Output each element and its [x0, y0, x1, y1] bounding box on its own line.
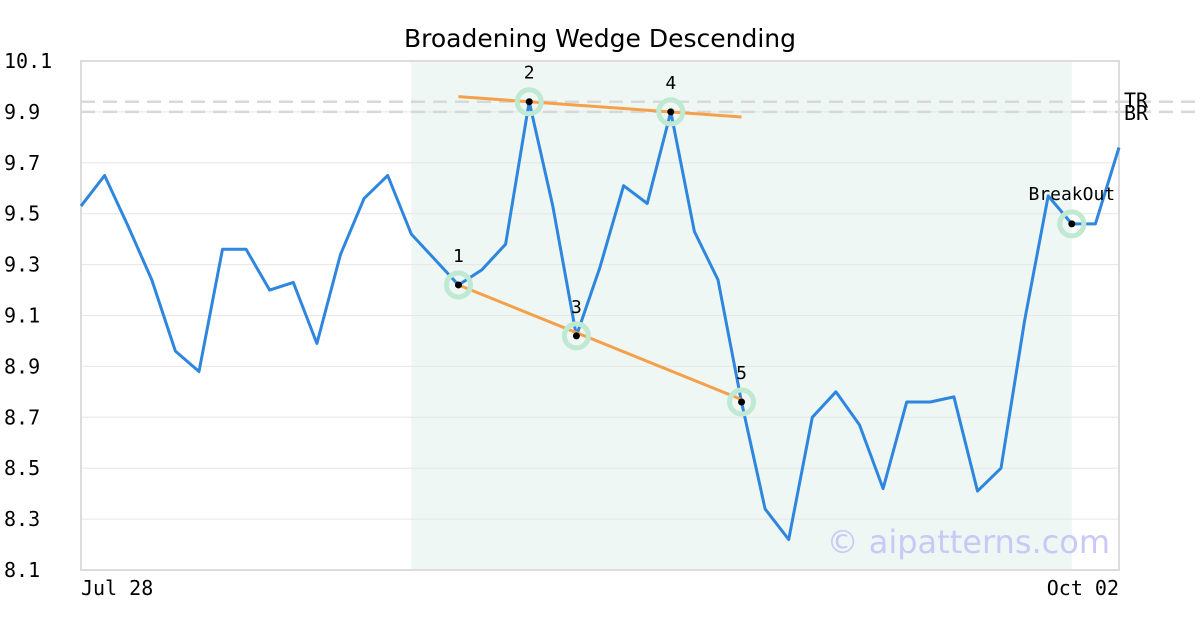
watermark: © aipatterns.com [827, 523, 1110, 561]
pivot-halo [561, 321, 591, 351]
reference-line-label: TR [1124, 89, 1149, 113]
pivot-halo [727, 387, 757, 417]
y-tick-label: 9.3 [4, 253, 40, 277]
y-tick-label: 9.5 [4, 202, 40, 226]
chart-title: Broadening Wedge Descending [403, 24, 797, 53]
y-tick-label: 10.1 [4, 49, 52, 73]
price-series-line [79, 100, 1121, 541]
pivot-halo [443, 270, 473, 300]
y-tick-label: 8.1 [4, 558, 40, 582]
pivot-dot [667, 108, 675, 116]
pivot-label: 3 [571, 297, 582, 318]
x-tick-label: Jul 28 [81, 576, 153, 600]
pivot-halo [514, 87, 544, 117]
trendline-upper [458, 95, 742, 119]
pivot-dot [525, 98, 533, 106]
pivot-label: 5 [736, 363, 747, 384]
plot-frame [80, 60, 1120, 571]
reference-line-label: BR [1124, 101, 1149, 125]
y-tick-label: 8.9 [4, 354, 40, 378]
pivot-dot [572, 332, 580, 340]
pivot-dot [1068, 220, 1076, 228]
y-tick-label: 8.3 [4, 507, 40, 531]
pivot-label: BreakOut [1028, 184, 1115, 205]
x-tick-label: Oct 02 [1047, 576, 1119, 600]
pivot-label: 4 [665, 73, 676, 94]
y-tick-label: 9.1 [4, 304, 40, 328]
pivot-halo [656, 97, 686, 127]
pivot-label: 1 [453, 246, 464, 267]
pivot-halo [1057, 209, 1087, 239]
pivot-dot [738, 398, 746, 406]
y-tick-label: 8.7 [4, 405, 40, 429]
y-tick-label: 9.9 [4, 100, 40, 124]
y-tick-label: 8.5 [4, 456, 40, 480]
trendline-lower [457, 283, 743, 401]
y-tick-label: 9.7 [4, 151, 40, 175]
pivot-label: 2 [524, 63, 535, 84]
pivot-dot [454, 281, 462, 289]
